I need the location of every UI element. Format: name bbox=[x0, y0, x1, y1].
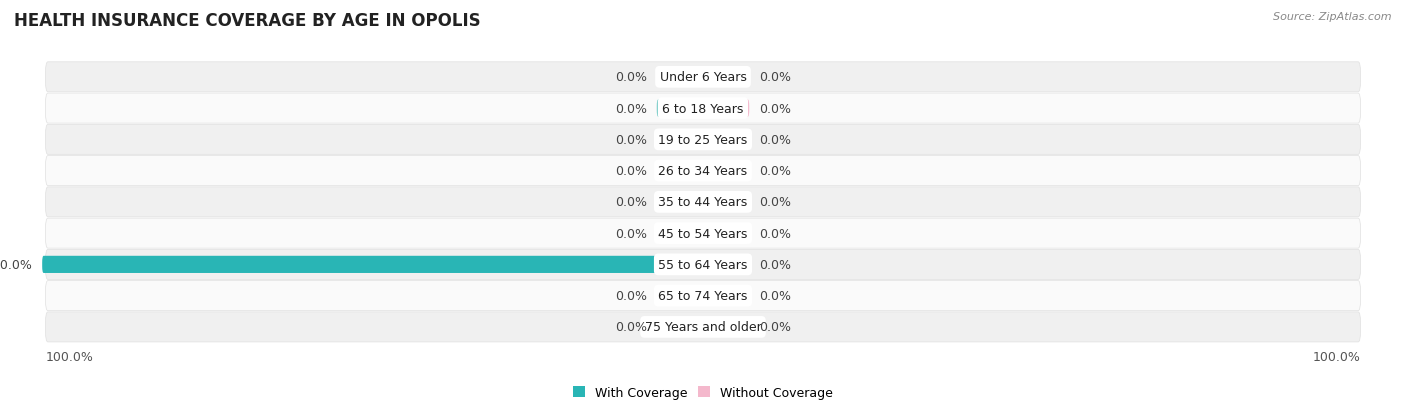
FancyBboxPatch shape bbox=[703, 194, 749, 211]
FancyBboxPatch shape bbox=[657, 318, 703, 336]
Text: 0.0%: 0.0% bbox=[759, 227, 792, 240]
FancyBboxPatch shape bbox=[703, 100, 749, 117]
Text: 0.0%: 0.0% bbox=[614, 71, 647, 84]
Text: 0.0%: 0.0% bbox=[614, 290, 647, 302]
Text: 19 to 25 Years: 19 to 25 Years bbox=[658, 133, 748, 147]
Text: 0.0%: 0.0% bbox=[614, 133, 647, 147]
Text: 0.0%: 0.0% bbox=[614, 196, 647, 209]
FancyBboxPatch shape bbox=[657, 225, 703, 242]
Text: 0.0%: 0.0% bbox=[759, 102, 792, 115]
Text: 0.0%: 0.0% bbox=[614, 102, 647, 115]
FancyBboxPatch shape bbox=[657, 100, 703, 117]
Text: 35 to 44 Years: 35 to 44 Years bbox=[658, 196, 748, 209]
Legend: With Coverage, Without Coverage: With Coverage, Without Coverage bbox=[568, 381, 838, 404]
Text: Under 6 Years: Under 6 Years bbox=[659, 71, 747, 84]
FancyBboxPatch shape bbox=[703, 318, 749, 336]
Text: 0.0%: 0.0% bbox=[759, 290, 792, 302]
FancyBboxPatch shape bbox=[45, 156, 1361, 186]
FancyBboxPatch shape bbox=[45, 125, 1361, 155]
FancyBboxPatch shape bbox=[45, 250, 1361, 280]
FancyBboxPatch shape bbox=[657, 163, 703, 180]
Text: 0.0%: 0.0% bbox=[614, 227, 647, 240]
Text: 100.0%: 100.0% bbox=[1313, 351, 1361, 363]
Text: HEALTH INSURANCE COVERAGE BY AGE IN OPOLIS: HEALTH INSURANCE COVERAGE BY AGE IN OPOL… bbox=[14, 12, 481, 30]
FancyBboxPatch shape bbox=[657, 69, 703, 86]
Text: 0.0%: 0.0% bbox=[614, 320, 647, 334]
Text: 0.0%: 0.0% bbox=[759, 71, 792, 84]
FancyBboxPatch shape bbox=[657, 287, 703, 304]
FancyBboxPatch shape bbox=[45, 188, 1361, 217]
FancyBboxPatch shape bbox=[657, 194, 703, 211]
FancyBboxPatch shape bbox=[703, 69, 749, 86]
Text: 6 to 18 Years: 6 to 18 Years bbox=[662, 102, 744, 115]
FancyBboxPatch shape bbox=[45, 281, 1361, 311]
Text: 0.0%: 0.0% bbox=[614, 165, 647, 178]
FancyBboxPatch shape bbox=[42, 256, 703, 273]
Text: 100.0%: 100.0% bbox=[45, 351, 93, 363]
Text: 0.0%: 0.0% bbox=[759, 320, 792, 334]
FancyBboxPatch shape bbox=[45, 63, 1361, 93]
FancyBboxPatch shape bbox=[657, 131, 703, 149]
Text: 55 to 64 Years: 55 to 64 Years bbox=[658, 258, 748, 271]
Text: 75 Years and older: 75 Years and older bbox=[644, 320, 762, 334]
Text: 0.0%: 0.0% bbox=[759, 196, 792, 209]
FancyBboxPatch shape bbox=[45, 312, 1361, 342]
Text: 26 to 34 Years: 26 to 34 Years bbox=[658, 165, 748, 178]
FancyBboxPatch shape bbox=[703, 131, 749, 149]
FancyBboxPatch shape bbox=[703, 287, 749, 304]
FancyBboxPatch shape bbox=[703, 225, 749, 242]
Text: 0.0%: 0.0% bbox=[759, 133, 792, 147]
Text: 100.0%: 100.0% bbox=[0, 258, 32, 271]
FancyBboxPatch shape bbox=[703, 256, 749, 273]
FancyBboxPatch shape bbox=[45, 218, 1361, 249]
FancyBboxPatch shape bbox=[45, 94, 1361, 124]
FancyBboxPatch shape bbox=[703, 163, 749, 180]
Text: Source: ZipAtlas.com: Source: ZipAtlas.com bbox=[1274, 12, 1392, 22]
Text: 0.0%: 0.0% bbox=[759, 165, 792, 178]
Text: 65 to 74 Years: 65 to 74 Years bbox=[658, 290, 748, 302]
Text: 0.0%: 0.0% bbox=[759, 258, 792, 271]
Text: 45 to 54 Years: 45 to 54 Years bbox=[658, 227, 748, 240]
